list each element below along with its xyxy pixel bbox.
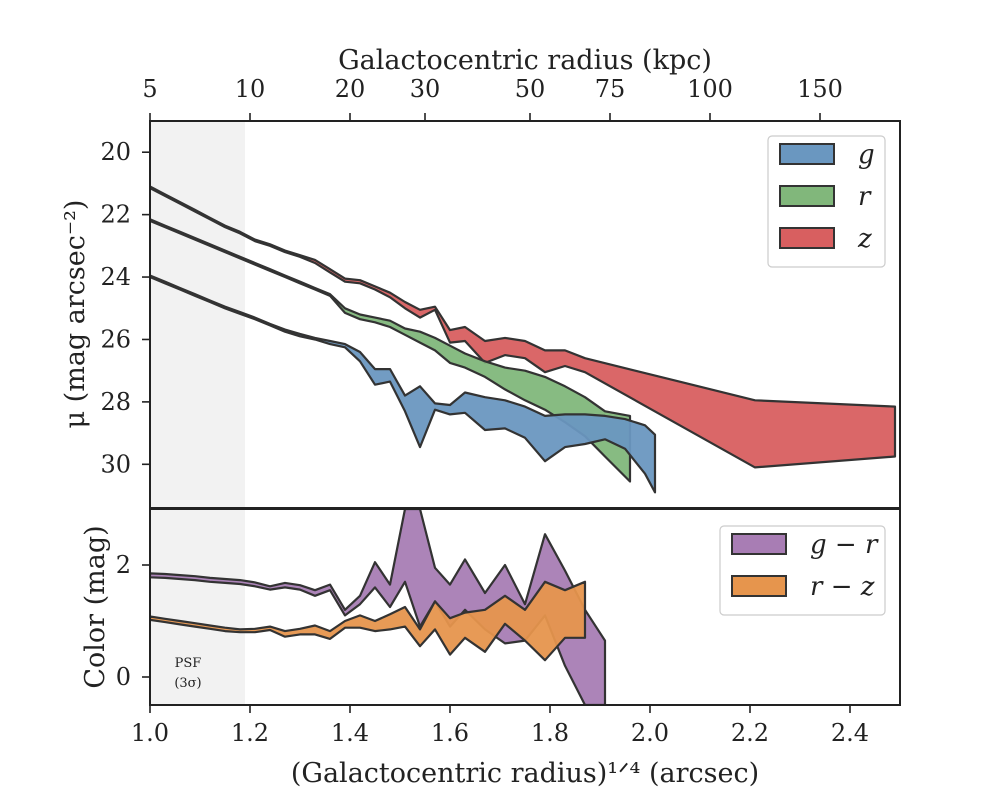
bottom-legend-swatch xyxy=(731,533,787,555)
bottom-x-tick-label: 1.2 xyxy=(231,719,269,747)
bottom-legend-label: r − z xyxy=(810,572,875,602)
bottom-x-axis-ticks: 1.0 1.2 1.4 1.6 1.8 2.0 2.2 2.4 xyxy=(131,705,869,747)
top-legend-swatch xyxy=(779,227,835,249)
bottom-y-tick-label: 2 xyxy=(116,551,131,579)
top-y-tick-label: 26 xyxy=(100,325,131,353)
bottom-y-tick-label: 0 xyxy=(116,663,131,691)
top-axis-tick-label: 10 xyxy=(235,75,266,103)
top-legend-label: r xyxy=(858,182,872,212)
top-axis-tick-label: 75 xyxy=(595,75,626,103)
bottom-x-tick-label: 1.6 xyxy=(431,719,469,747)
top-legend-label: g xyxy=(858,140,875,170)
band-r-profile xyxy=(150,218,632,483)
top-y-tick-label: 22 xyxy=(100,201,131,229)
bottom-x-tick-label: 2.4 xyxy=(831,719,869,747)
bottom-legend-label: g − r xyxy=(810,530,879,560)
top-y-tick-label: 30 xyxy=(100,450,131,478)
top-y-axis-title: μ (mag arcsec⁻²) xyxy=(60,200,91,429)
bottom-legend: g − r r − z xyxy=(719,525,886,616)
color-bands xyxy=(150,509,607,705)
top-legend: grz xyxy=(767,135,886,268)
bottom-y-axis-ticks: 02 xyxy=(116,551,150,691)
top-axis-ticks: 5 10 20 30 50 75 100 150 xyxy=(142,75,843,121)
top-legend-label: z xyxy=(857,224,872,254)
top-axis-tick-label: 150 xyxy=(797,75,843,103)
top-y-tick-label: 24 xyxy=(100,263,131,291)
top-axis-tick-label: 100 xyxy=(687,75,733,103)
top-legend-swatch xyxy=(779,185,835,207)
psf-label-line-2: (3σ) xyxy=(174,676,201,691)
bottom-x-tick-label: 1.0 xyxy=(131,719,169,747)
psf-label-line-1: PSF xyxy=(175,656,202,671)
bottom-plot-frame xyxy=(149,508,901,706)
bottom-x-tick-label: 1.8 xyxy=(531,719,569,747)
top-x-axis-title: Galactocentric radius (kpc) xyxy=(338,45,712,76)
bottom-y-axis-title: Color (mag) xyxy=(80,525,111,688)
band-g-profile xyxy=(150,274,657,494)
bottom-x-tick-label: 2.2 xyxy=(731,719,769,747)
bottom-legend-swatch xyxy=(731,575,787,597)
top-y-tick-label: 20 xyxy=(100,138,131,166)
band-r-z-color xyxy=(150,580,587,662)
bottom-x-axis-title: (Galactocentric radius)¹ᐟ⁴ (arcsec) xyxy=(291,758,759,789)
surface-brightness-bands xyxy=(150,185,897,494)
psf-shaded-region-top xyxy=(150,121,245,508)
top-axis-tick-label: 5 xyxy=(142,75,157,103)
psf-shaded-region-bottom xyxy=(150,509,245,705)
top-y-tick-label: 28 xyxy=(100,388,131,416)
bottom-x-tick-label: 2.0 xyxy=(631,719,669,747)
band-z-profile xyxy=(150,185,897,469)
top-axis-tick-label: 20 xyxy=(335,75,366,103)
top-y-axis-ticks: 20 22 24 26 28 30 xyxy=(100,138,150,478)
top-axis-tick-label: 30 xyxy=(410,75,441,103)
bottom-x-tick-label: 1.4 xyxy=(331,719,369,747)
top-legend-swatch xyxy=(779,143,835,165)
top-axis-tick-label: 50 xyxy=(515,75,546,103)
